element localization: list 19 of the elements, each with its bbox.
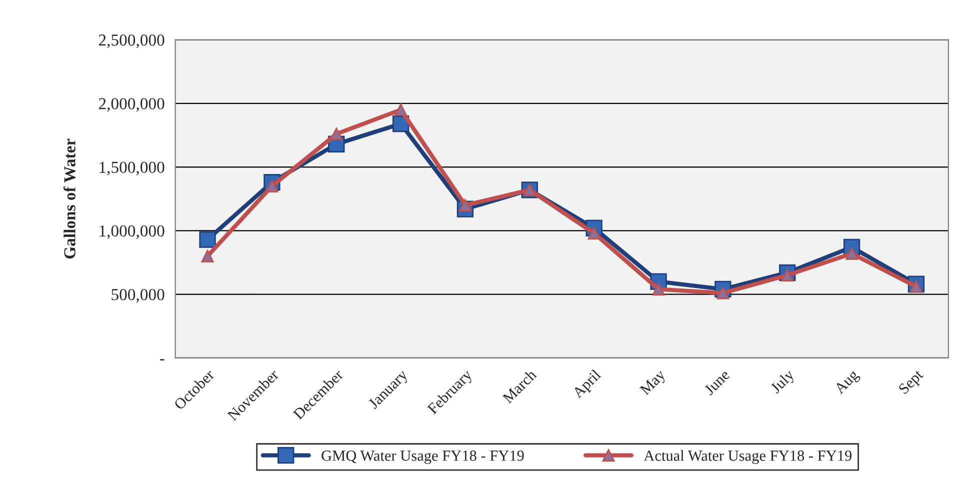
y-tick-label: 500,000 [112,288,164,303]
point [652,282,665,296]
y-tick-label: 2,500,000 [98,34,164,48]
legend-label: Actual Water Usage FY18 - FY19 [644,450,852,464]
legend-label: GMQ Water Usage FY18 - FY19 [322,450,524,464]
y-axis-title: Gallons of Water [64,138,76,259]
x-tick-label: Aug [834,368,862,397]
y-tick-label: 1,500,000 [100,162,164,176]
x-tick-label: Sept [898,368,926,397]
y-tick-label: 1,000,000 [100,225,164,240]
point [394,104,408,116]
x-tick-label: May [639,368,668,398]
y-tick-label: - [160,359,164,360]
point [201,250,214,262]
x-tick-label: July [770,368,798,396]
point [330,128,343,140]
x-tick-label: June [704,369,730,396]
point [199,231,216,248]
y-tick-label: 2,000,000 [98,98,164,112]
